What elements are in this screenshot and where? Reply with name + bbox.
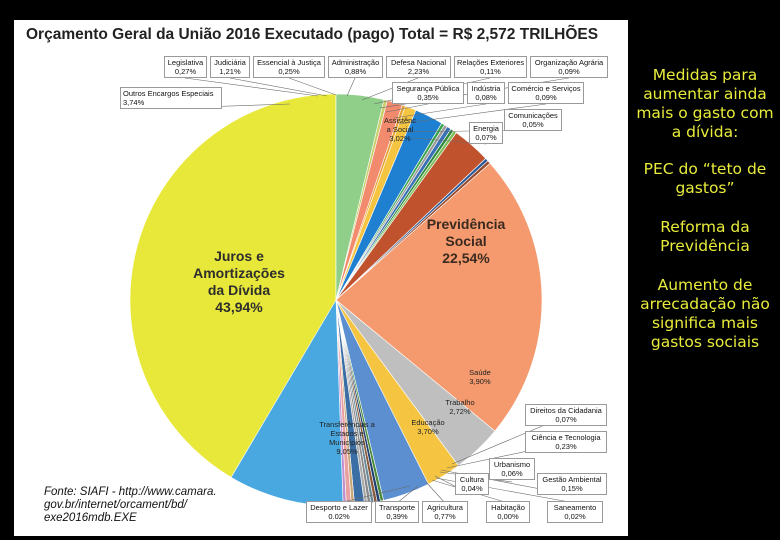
- chart-panel: Orçamento Geral da União 2016 Executado …: [14, 20, 628, 536]
- pie-slice-previdencia-social: [335, 162, 543, 432]
- leader-line: [393, 103, 487, 119]
- label-transporte: Transporte 0,39%: [375, 501, 419, 523]
- label-saude: Saúde 3,90%: [469, 368, 491, 386]
- label-urbanismo: Urbanismo 0,06%: [489, 458, 535, 480]
- label-comercio: Comércio e Serviços 0,09%: [508, 82, 584, 104]
- label-previdencia: Previdência Social 22,54%: [426, 216, 506, 266]
- side-note-intro: Medidas para aumentar ainda mais o gasto…: [636, 66, 774, 141]
- label-saneamento: Saneamento 0,02%: [547, 501, 603, 523]
- label-outros: Outros Encargos Especiais 3,74%: [120, 87, 222, 109]
- leader-line: [229, 77, 328, 97]
- label-administracao: Administração 0,88%: [328, 56, 383, 78]
- label-judiciaria: Judiciária 1,21%: [210, 56, 250, 78]
- leader-line: [184, 77, 319, 97]
- label-seguranca: Segurança Pública 0,35%: [392, 82, 464, 104]
- pie-chart: [129, 77, 576, 507]
- label-energia: Energia 0,07%: [469, 122, 503, 144]
- label-defesa: Defesa Nacional 2,23%: [386, 56, 451, 78]
- leader-line: [396, 485, 419, 504]
- leader-line: [346, 77, 356, 97]
- label-habitacao: Habitação 0,00%: [486, 501, 530, 523]
- leader-line: [385, 103, 429, 113]
- leader-line: [398, 103, 547, 125]
- label-cultura: Cultura 0,04%: [455, 473, 489, 495]
- label-trabalho: Trabalho 2,72%: [445, 398, 475, 416]
- label-transferencias: Transferências a Estados e Municípios 9,05%: [319, 420, 375, 456]
- label-gestao: Gestão Ambiental 0,15%: [537, 473, 607, 495]
- label-agraria: Organização Agrária 0,09%: [530, 56, 608, 78]
- chart-title: Orçamento Geral da União 2016 Executado …: [26, 26, 599, 43]
- label-legislativa: Legislativa 0,27%: [164, 56, 207, 78]
- label-relacoes: Relações Exteriores 0,11%: [454, 56, 527, 78]
- label-comunicacoes: Comunicações 0,05%: [504, 109, 562, 131]
- label-assistencia: Assistênc a Social 3,02%: [383, 116, 417, 143]
- leader-line: [338, 485, 411, 504]
- side-notes: Medidas para aumentar ainda mais o gasto…: [630, 66, 780, 352]
- side-note-reforma: Reforma da Previdência: [660, 218, 750, 255]
- label-desporto: Desporto e Lazer 0.02%: [306, 501, 372, 523]
- label-juros: Juros e Amortizações da Dívida 43,94%: [193, 248, 285, 315]
- leader-line: [425, 481, 446, 504]
- label-educacao: Educação 3,70%: [411, 418, 445, 436]
- source-note: Fonte: SIAFI - http://www.camara. gov.br…: [44, 486, 217, 524]
- side-note-arrecadacao: Aumento de arrecadação não significa mai…: [640, 276, 770, 351]
- label-agricultura: Agricultura 0,77%: [422, 501, 468, 523]
- label-ciencia: Ciência e Tecnologia 0,23%: [525, 431, 607, 453]
- side-note-pec: PEC do “teto de gastos”: [643, 160, 767, 197]
- label-essencial: Essencial à Justiça 0,25%: [253, 56, 325, 78]
- leader-line: [288, 77, 337, 96]
- label-industria: Indústria 0,08%: [467, 82, 505, 104]
- leader-line: [361, 77, 419, 101]
- label-cidadania: Direitos da Cidadania 0,07%: [525, 404, 607, 426]
